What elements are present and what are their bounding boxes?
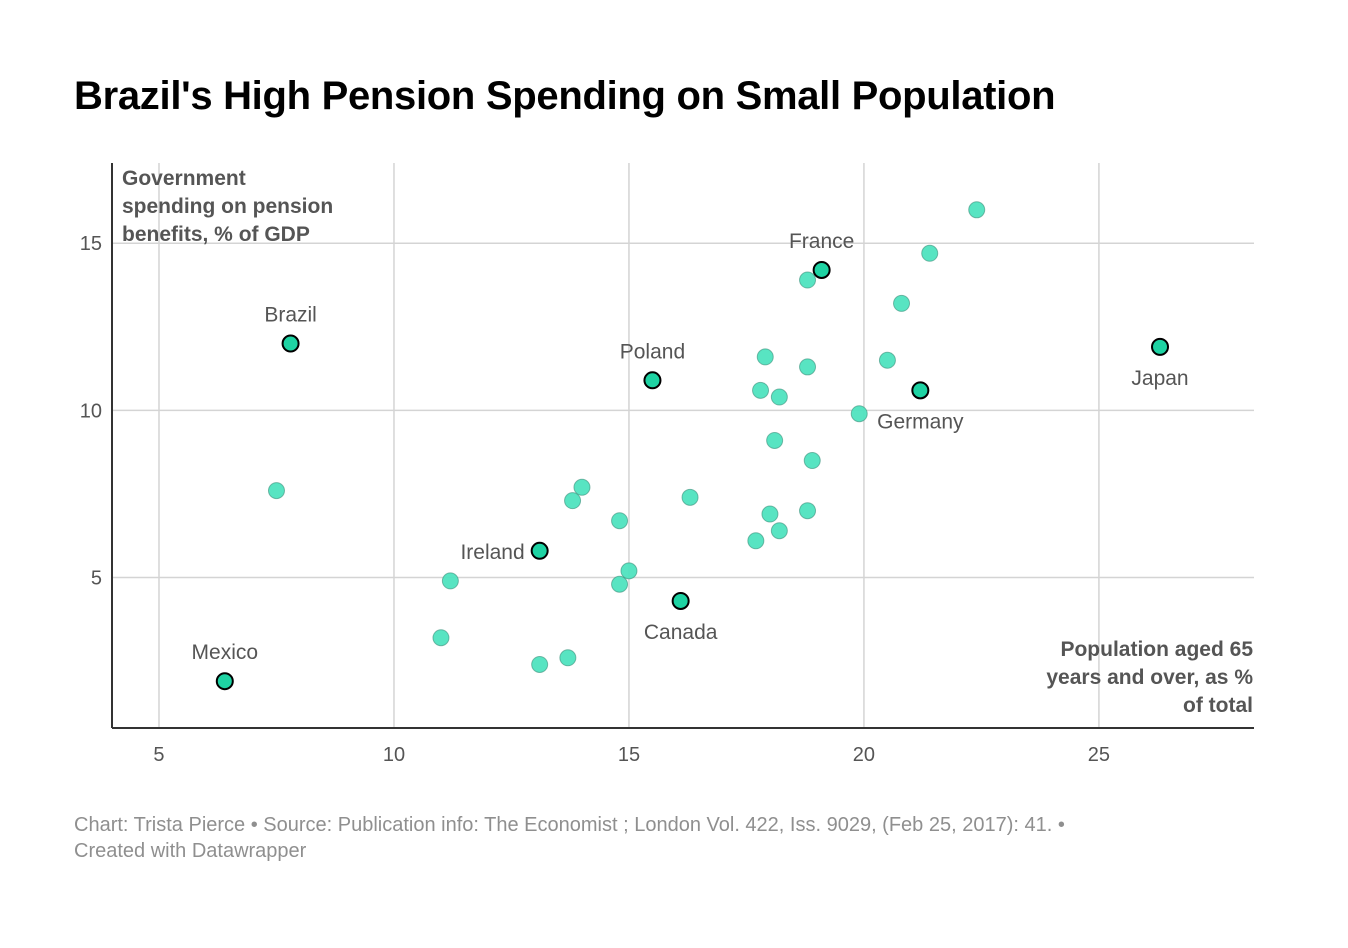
data-point bbox=[559, 649, 577, 667]
data-point bbox=[803, 452, 821, 470]
data-point bbox=[893, 294, 911, 312]
data-point bbox=[799, 271, 817, 289]
data-point bbox=[432, 629, 450, 647]
highlight-point bbox=[911, 381, 930, 400]
country-labels: Brazil Mexico Ireland Poland Canada France Ger… bbox=[192, 230, 1189, 664]
chart-footer: Chart: Trista Pierce • Source: Publicati… bbox=[74, 812, 1274, 864]
country-label: Canada bbox=[644, 621, 718, 644]
x-tick-label: 25 bbox=[1088, 744, 1110, 766]
country-label: Poland bbox=[620, 340, 685, 363]
x-axis-title: Population aged 65 years and over, as % of… bbox=[1046, 638, 1253, 717]
data-point bbox=[267, 482, 285, 500]
country-label: Japan bbox=[1131, 367, 1188, 390]
chart-title: Brazil's High Pension Spending on Small … bbox=[74, 74, 1056, 118]
y-tick-label: 5 bbox=[91, 568, 102, 590]
highlight-point bbox=[1151, 337, 1170, 356]
y-axis-title: Government spending on pension benefits, %… bbox=[122, 167, 333, 246]
highlight-point bbox=[671, 591, 690, 610]
data-point bbox=[799, 502, 817, 520]
data-point bbox=[611, 575, 629, 593]
axis-titles: Government spending on pension benefits, %… bbox=[122, 167, 1253, 717]
data-point bbox=[878, 351, 896, 369]
highlight-point bbox=[812, 260, 831, 279]
highlight-point bbox=[643, 371, 662, 390]
grid-lines bbox=[112, 163, 1254, 728]
tick-labels: 5 10 15 20 25 5 10 15 bbox=[80, 233, 1110, 766]
data-point bbox=[850, 405, 868, 423]
x-tick-label: 10 bbox=[383, 744, 405, 766]
data-point bbox=[681, 488, 699, 506]
data-points bbox=[215, 201, 1170, 691]
x-tick-label: 15 bbox=[618, 744, 640, 766]
data-point bbox=[747, 532, 765, 550]
y-tick-label: 10 bbox=[80, 400, 102, 422]
x-tick-label: 5 bbox=[153, 744, 164, 766]
data-point bbox=[564, 492, 582, 510]
highlight-point bbox=[530, 541, 549, 560]
data-point bbox=[968, 201, 986, 219]
data-point bbox=[761, 505, 779, 523]
country-label: Germany bbox=[877, 410, 964, 433]
y-tick-label: 15 bbox=[80, 233, 102, 255]
source-line: Chart: Trista Pierce • Source: Publicati… bbox=[74, 814, 1065, 836]
data-point bbox=[611, 512, 629, 530]
data-point bbox=[441, 572, 459, 590]
data-point bbox=[620, 562, 638, 580]
highlight-point bbox=[281, 334, 300, 353]
axes bbox=[111, 163, 1254, 729]
country-label: Brazil bbox=[264, 304, 317, 327]
data-point bbox=[921, 244, 939, 262]
data-point bbox=[799, 358, 817, 376]
data-point bbox=[531, 655, 549, 673]
x-tick-label: 20 bbox=[853, 744, 875, 766]
data-point bbox=[752, 381, 770, 399]
data-point bbox=[573, 478, 591, 496]
data-point bbox=[770, 388, 788, 406]
scatter-chart: 5 10 15 20 25 5 10 15 Government spending on pen… bbox=[80, 163, 1254, 766]
country-label: Mexico bbox=[192, 641, 259, 664]
highlight-point bbox=[215, 672, 234, 691]
country-label: Ireland bbox=[460, 541, 524, 564]
data-point bbox=[756, 348, 774, 366]
data-point bbox=[770, 522, 788, 540]
country-label: France bbox=[789, 230, 854, 253]
data-point bbox=[766, 431, 784, 449]
credit-line: Created with Datawrapper bbox=[74, 840, 307, 862]
